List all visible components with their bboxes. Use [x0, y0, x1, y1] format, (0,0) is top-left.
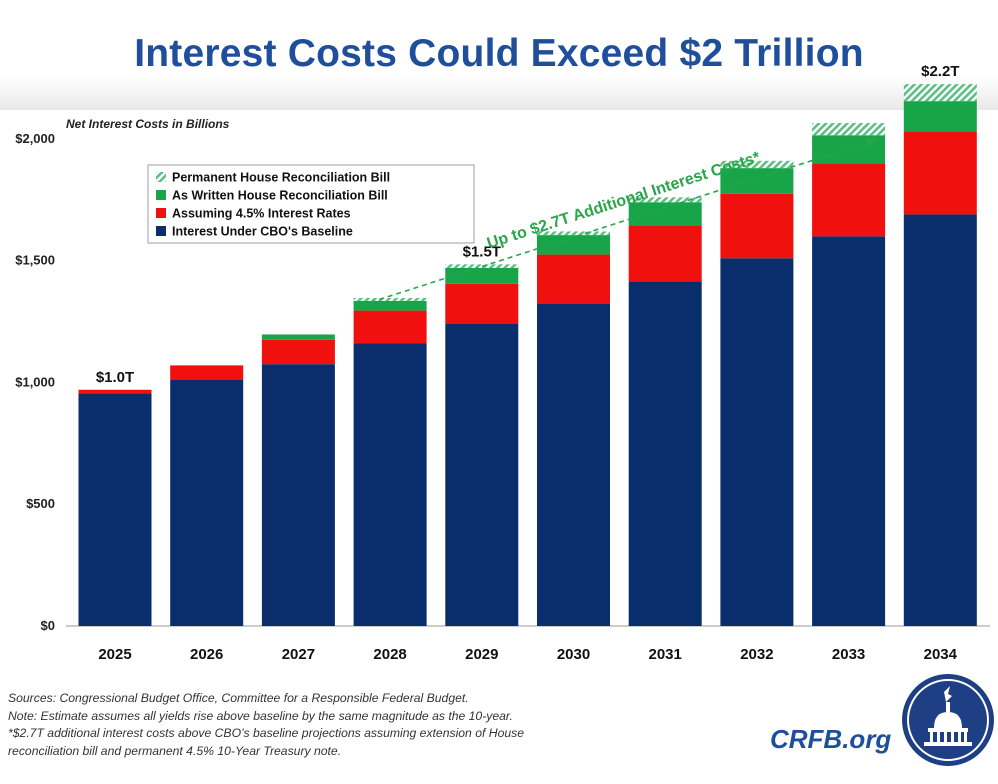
page-title: Interest Costs Could Exceed $2 Trillion [134, 32, 864, 75]
bar-segment-assuming-4-5-interest-rates-2032 [720, 193, 794, 259]
footnote-asterisk: *$2.7T additional interest costs above C… [8, 726, 525, 740]
legend-label-1: As Written House Reconciliation Bill [172, 189, 388, 203]
total-label-2029: $1.5T [463, 243, 501, 260]
bar-segment-as-written-house-reconciliation-bill-2028 [353, 300, 427, 311]
x-tick-label-2033: 2033 [832, 646, 865, 663]
bar-segment-interest-under-cbo-s-baseline-2025 [78, 393, 152, 626]
legend-label-0: Permanent House Reconciliation Bill [172, 171, 390, 185]
bar-segment-permanent-house-reconciliation-bill-2031 [628, 197, 702, 203]
x-tick-label-2026: 2026 [190, 646, 223, 663]
x-tick-label-2034: 2034 [924, 646, 958, 663]
capitol-logo-icon [902, 674, 994, 766]
header-band [0, 0, 998, 110]
bar-segment-permanent-house-reconciliation-bill-2029 [445, 264, 519, 268]
bar-segment-permanent-house-reconciliation-bill-2034 [903, 84, 977, 102]
bar-segment-as-written-house-reconciliation-bill-2029 [445, 267, 519, 284]
bar-segment-assuming-4-5-interest-rates-2027 [261, 339, 335, 365]
legend-label-3: Interest Under CBO's Baseline [172, 225, 353, 239]
footnote-note: Note: Estimate assumes all yields rise a… [8, 708, 513, 723]
footnotes: Sources: Congressional Budget Office, Co… [8, 690, 748, 760]
y-axis-title: Net Interest Costs in Billions [66, 117, 230, 131]
bar-segment-permanent-house-reconciliation-bill-2033 [812, 123, 886, 136]
bar-segment-as-written-house-reconciliation-bill-2032 [720, 168, 794, 194]
footnote-sources: Sources: Congressional Budget Office, Co… [8, 691, 469, 705]
y-tick-label: $500 [26, 496, 55, 511]
legend-swatch-1 [156, 190, 166, 200]
total-label-2034: $2.2T [921, 63, 959, 80]
legend-label-2: Assuming 4.5% Interest Rates [172, 207, 351, 221]
bar-segment-interest-under-cbo-s-baseline-2026 [170, 380, 244, 626]
footnote-asterisk-cont: reconciliation bill and permanent 4.5% 1… [8, 743, 342, 758]
bar-segment-interest-under-cbo-s-baseline-2031 [628, 281, 702, 626]
bar-segment-interest-under-cbo-s-baseline-2034 [903, 214, 977, 626]
y-tick-label: $0 [41, 618, 55, 633]
bar-segment-interest-under-cbo-s-baseline-2032 [720, 258, 794, 626]
bar-segment-as-written-house-reconciliation-bill-2031 [628, 202, 702, 226]
bar-segment-permanent-house-reconciliation-bill-2030 [537, 231, 610, 236]
bar-segment-interest-under-cbo-s-baseline-2027 [261, 364, 335, 626]
bar-segment-permanent-house-reconciliation-bill-2028 [353, 297, 427, 301]
bar-segment-interest-under-cbo-s-baseline-2028 [353, 343, 427, 626]
bar-segment-as-written-house-reconciliation-bill-2030 [537, 235, 610, 255]
bar-segment-assuming-4-5-interest-rates-2034 [903, 131, 977, 215]
y-tick-label: $2,000 [15, 131, 55, 146]
bar-segment-assuming-4-5-interest-rates-2028 [353, 310, 427, 344]
legend-swatch-2 [156, 208, 166, 218]
bar-segment-assuming-4-5-interest-rates-2031 [628, 225, 702, 282]
bar-segment-as-written-house-reconciliation-bill-2034 [903, 101, 977, 132]
legend-swatch-0 [156, 172, 166, 182]
bar-segment-interest-under-cbo-s-baseline-2030 [537, 303, 610, 626]
bar-segment-interest-under-cbo-s-baseline-2033 [812, 236, 886, 627]
bar-segment-interest-under-cbo-s-baseline-2029 [445, 323, 519, 626]
legend-swatch-3 [156, 226, 166, 236]
x-tick-label-2028: 2028 [373, 646, 406, 663]
x-tick-label-2031: 2031 [649, 646, 682, 663]
x-tick-label-2025: 2025 [98, 646, 131, 663]
bar-segment-as-written-house-reconciliation-bill-2027 [261, 334, 335, 340]
bar-segment-assuming-4-5-interest-rates-2030 [537, 254, 610, 304]
x-tick-label-2030: 2030 [557, 646, 590, 663]
bar-segment-permanent-house-reconciliation-bill-2032 [720, 160, 794, 169]
y-tick-label: $1,500 [15, 253, 55, 268]
bar-segment-assuming-4-5-interest-rates-2033 [812, 163, 886, 237]
bar-segment-assuming-4-5-interest-rates-2029 [445, 283, 519, 324]
bar-segment-as-written-house-reconciliation-bill-2033 [812, 135, 886, 164]
bar-segment-assuming-4-5-interest-rates-2026 [170, 365, 244, 381]
y-tick-label: $1,000 [15, 374, 55, 389]
brand-link[interactable]: CRFB.org [770, 724, 892, 754]
bar-segment-assuming-4-5-interest-rates-2025 [78, 389, 152, 394]
total-label-2025: $1.0T [96, 369, 134, 386]
x-tick-label-2029: 2029 [465, 646, 498, 663]
legend-box [147, 164, 475, 244]
x-tick-label-2032: 2032 [740, 646, 773, 663]
x-tick-label-2027: 2027 [282, 646, 315, 663]
